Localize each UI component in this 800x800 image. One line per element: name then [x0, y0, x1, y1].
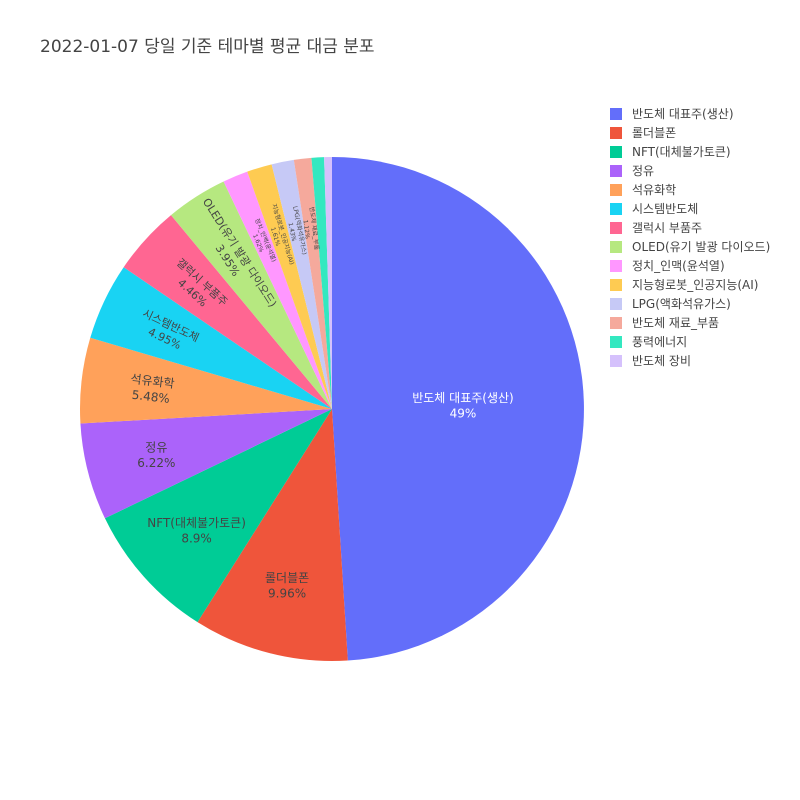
legend-item[interactable]: OLED(유기 발광 다이오드): [610, 237, 770, 256]
legend-swatch: [610, 278, 622, 291]
slice-label-group: 반도체 대표주(생산)49%: [412, 391, 513, 421]
legend-swatch: [610, 202, 622, 215]
legend-label: 석유화학: [632, 183, 677, 197]
slice-label-group: 정유 6.22%: [137, 440, 175, 470]
slice-percent-label: 49%: [450, 406, 477, 420]
legend-label: 지능형로봇_인공지능(AI): [632, 278, 759, 292]
legend-swatch: [610, 297, 622, 310]
slice-percent-label: 5.48%: [131, 388, 170, 406]
legend-label: 롤더블폰: [632, 126, 677, 140]
legend-label: 정유: [632, 164, 655, 178]
legend-item[interactable]: 정치_인맥(윤석열): [610, 256, 770, 275]
legend-item[interactable]: 풍력에너지: [610, 332, 770, 351]
slice-name-label: 반도체 대표주(생산): [412, 391, 513, 405]
legend-item[interactable]: 지능형로봇_인공지능(AI): [610, 275, 770, 294]
legend-swatch: [610, 107, 622, 120]
legend-swatch: [610, 221, 622, 234]
slice-name-label: NFT(대체불가토큰): [147, 516, 246, 530]
legend-item[interactable]: 반도체 재료_부품: [610, 313, 770, 332]
legend-swatch: [610, 240, 622, 253]
pie-slice[interactable]: [311, 157, 332, 409]
legend-item[interactable]: 시스템반도체: [610, 199, 770, 218]
legend-label: 시스템반도체: [632, 202, 699, 216]
legend-swatch: [610, 183, 622, 196]
pie-slice[interactable]: [324, 156, 332, 409]
pie-slices: [79, 156, 584, 661]
legend-swatch: [610, 259, 622, 272]
legend-item[interactable]: 석유화학: [610, 180, 770, 199]
pie-slice[interactable]: [197, 409, 348, 661]
legend-label: 반도체 장비: [632, 354, 692, 368]
slice-percent-label: 1.43%: [286, 222, 297, 242]
pie-slice[interactable]: [293, 157, 332, 409]
legend-item[interactable]: LPG(액화석유가스): [610, 294, 770, 313]
pie-slice[interactable]: [104, 409, 332, 623]
pie-slice[interactable]: [247, 164, 332, 409]
pie-slice[interactable]: [123, 215, 332, 409]
slice-percent-label: 1.12%: [301, 219, 310, 239]
legend-swatch: [610, 164, 622, 177]
legend-label: NFT(대체불가토큰): [632, 145, 731, 159]
legend-item[interactable]: NFT(대체불가토큰): [610, 142, 770, 161]
legend-item[interactable]: 반도체 장비: [610, 351, 770, 370]
legend-swatch: [610, 145, 622, 158]
legend-item[interactable]: 갤럭시 부품주: [610, 218, 770, 237]
slice-percent-label: 9.96%: [268, 586, 306, 600]
legend-label: 정치_인맥(윤석열): [632, 259, 725, 273]
slice-name-label: 정유: [145, 440, 167, 454]
legend-item[interactable]: 롤더블폰: [610, 123, 770, 142]
legend-label: 갤럭시 부품주: [632, 221, 703, 235]
legend-swatch: [610, 354, 622, 367]
slice-label-group: NFT(대체불가토큰)8.9%: [147, 516, 246, 546]
legend-label: 풍력에너지: [632, 335, 688, 349]
pie-slice[interactable]: [223, 171, 332, 409]
legend-swatch: [610, 335, 622, 348]
legend-label: OLED(유기 발광 다이오드): [632, 240, 771, 254]
slice-name-label: 롤더블폰: [265, 571, 309, 585]
legend-label: 반도체 대표주(생산): [632, 107, 734, 121]
legend-label: 반도체 재료_부품: [632, 316, 720, 330]
pie-slice[interactable]: [79, 337, 332, 424]
slice-percent-label: 8.9%: [181, 531, 212, 545]
legend-swatch: [610, 126, 622, 139]
slice-name-label: 석유화학: [130, 372, 175, 391]
legend-item[interactable]: 정유: [610, 161, 770, 180]
slice-percent-label: 6.22%: [137, 456, 175, 470]
chart-title: 2022-01-07 당일 기준 테마별 평균 대금 분포: [40, 37, 375, 57]
pie-slice[interactable]: [171, 181, 332, 409]
pie-slice[interactable]: [271, 159, 332, 409]
legend-swatch: [610, 316, 622, 329]
legend-item[interactable]: 반도체 대표주(생산): [610, 104, 770, 123]
pie-slice[interactable]: [90, 267, 333, 409]
legend-label: LPG(액화석유가스): [632, 297, 731, 311]
pie-slice[interactable]: [80, 409, 332, 519]
pie-slice[interactable]: [332, 157, 584, 661]
